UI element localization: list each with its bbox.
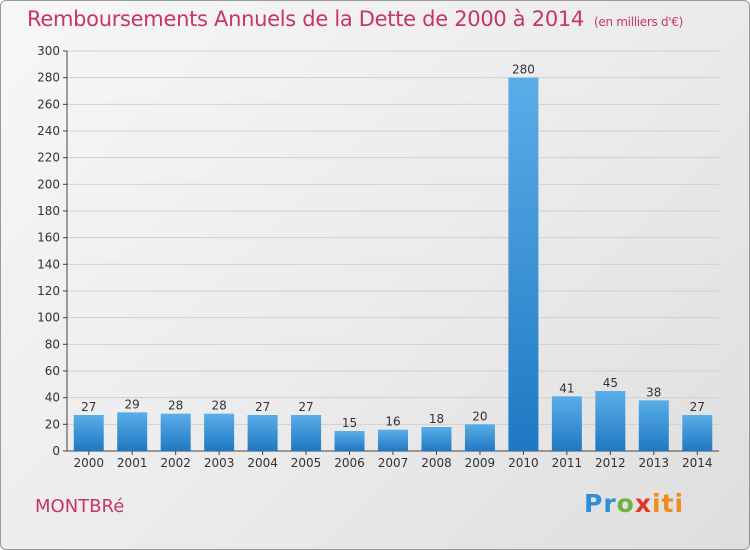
y-tick-label: 40 [45, 391, 60, 405]
y-tick-label: 220 [37, 151, 60, 165]
y-tick-label: 60 [45, 364, 60, 378]
y-tick-label: 280 [37, 71, 60, 85]
axes: 0204060801001201401601802002202402602803… [37, 44, 719, 470]
chart-title-text: Remboursements Annuels de la Dette de 20… [27, 7, 584, 31]
x-tick-label: 2011 [552, 456, 583, 470]
y-tick-label: 300 [37, 44, 60, 58]
bar-2011 [551, 396, 582, 451]
bar-2006 [334, 431, 365, 451]
data-label: 45 [603, 376, 618, 390]
data-label: 27 [81, 400, 96, 414]
y-tick-label: 80 [45, 337, 60, 351]
logo-part-1: Pr [584, 489, 617, 518]
y-tick-label: 180 [37, 204, 60, 218]
x-tick-label: 2012 [595, 456, 626, 470]
data-labels: 27 29 28 28 27 27 15 16 18 20 280 41 45 38 27 [81, 63, 705, 430]
y-tick-label: 20 [45, 417, 60, 431]
y-tick-label: 120 [37, 284, 60, 298]
y-tick-label: 100 [37, 311, 60, 325]
bar-2010 [508, 77, 539, 452]
x-tick-label: 2002 [160, 456, 191, 470]
x-tick-label: 2010 [508, 456, 539, 470]
x-tick-label: 2005 [291, 456, 322, 470]
data-label: 27 [298, 400, 313, 414]
bars [73, 77, 713, 452]
proxiti-logo: Proxiti [584, 489, 684, 518]
data-label: 41 [559, 381, 574, 395]
y-tick-label: 260 [37, 97, 60, 111]
y-tick-label: 140 [37, 257, 60, 271]
data-label: 28 [211, 399, 226, 413]
x-tick-label: 2006 [334, 456, 365, 470]
grid-lines [67, 50, 719, 425]
bar-2004 [247, 415, 278, 451]
bar-2005 [291, 415, 322, 451]
x-tick-label: 2014 [682, 456, 713, 470]
data-label: 280 [512, 63, 535, 77]
data-label: 27 [690, 400, 705, 414]
data-label: 15 [342, 416, 357, 430]
logo-part-2: o [616, 489, 635, 518]
bar-2012 [595, 391, 626, 451]
bar-2007 [378, 429, 408, 451]
bar-2013 [638, 400, 669, 451]
data-label: 27 [255, 400, 270, 414]
logo-part-4: iti [651, 489, 685, 518]
y-tick-label: 0 [52, 444, 60, 458]
x-tick-label: 2007 [378, 456, 409, 470]
x-tick-label: 2003 [204, 456, 235, 470]
y-tick-label: 200 [37, 177, 60, 191]
x-tick-label: 2004 [247, 456, 278, 470]
bar-2003 [204, 413, 235, 451]
chart-title: Remboursements Annuels de la Dette de 20… [27, 7, 683, 31]
bar-2002 [160, 413, 191, 451]
data-label: 28 [168, 399, 183, 413]
x-tick-label: 2013 [639, 456, 670, 470]
logo-part-3: x [634, 489, 652, 518]
bar-2001 [117, 412, 148, 451]
x-tick-label: 2008 [421, 456, 452, 470]
bar-2008 [421, 427, 452, 451]
bar-2014 [682, 415, 713, 451]
bar-2009 [464, 424, 495, 451]
y-tick-label: 240 [37, 124, 60, 138]
bar-2000 [73, 415, 104, 451]
data-label: 20 [472, 409, 487, 423]
y-tick-label: 160 [37, 231, 60, 245]
data-label: 18 [429, 412, 444, 426]
data-label: 38 [646, 385, 661, 399]
x-tick-label: 2009 [465, 456, 496, 470]
chart-subtitle: (en milliers d'€) [594, 15, 684, 29]
x-tick-label: 2000 [73, 456, 104, 470]
x-tick-label: 2001 [117, 456, 148, 470]
data-label: 16 [385, 415, 400, 429]
data-label: 29 [125, 397, 140, 411]
commune-name: MONTBRé [35, 496, 125, 517]
